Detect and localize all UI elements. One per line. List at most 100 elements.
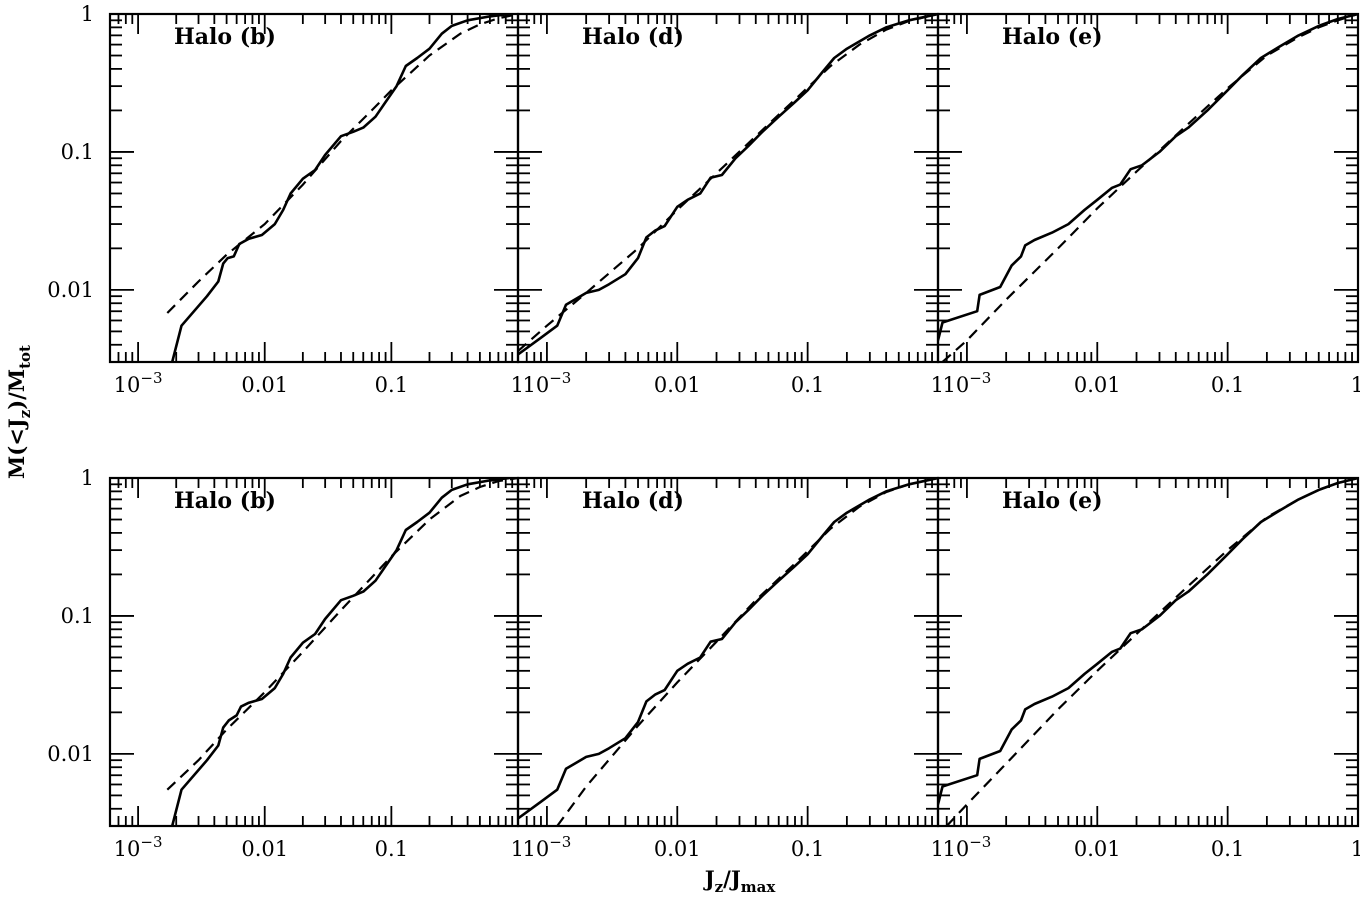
x-tick-labels: 10−3 0.01 0.1 1 <box>114 833 524 861</box>
x-tick-label-exp: −3 <box>549 833 571 851</box>
curves <box>938 14 1358 362</box>
x-tick-label: 0.01 <box>654 837 701 861</box>
fit-dashed-line <box>518 14 938 352</box>
panel-0-1: Halo (d) 10−3 0.01 0.1 1 <box>516 12 944 397</box>
x-tick-label: 10−3 <box>942 833 991 861</box>
x-tick-label: 0.1 <box>375 837 408 861</box>
panel-frame <box>936 12 1360 364</box>
ticks <box>109 477 519 827</box>
simulation-solid-line <box>938 478 1358 805</box>
curves <box>518 14 938 356</box>
x-tick-label: 0.01 <box>241 373 288 397</box>
panel-label: Halo (b) <box>174 488 276 514</box>
y-axis-title: M(<Jz)/Mtot <box>4 345 34 479</box>
x-tick-label: 10−3 <box>114 833 163 861</box>
curves <box>166 14 518 362</box>
x-tick-labels: 10−3 0.01 0.1 1 <box>942 369 1360 397</box>
ticks <box>109 13 519 363</box>
x-axis-title-sub2: max <box>741 878 777 896</box>
y-axis-title-sub2: tot <box>16 345 34 369</box>
y-tick-label: 0.1 <box>61 140 94 164</box>
panel-label: Halo (b) <box>174 24 276 50</box>
x-tick-label: 0.01 <box>1074 373 1121 397</box>
y-tick-labels: 0.01 0.1 1 <box>47 466 94 766</box>
panel-label: Halo (e) <box>1002 488 1103 514</box>
x-tick-label: 0.1 <box>1211 373 1244 397</box>
y-tick-label: 0.01 <box>47 742 94 766</box>
panel-1-2: Halo (e) 10−3 0.01 0.1 1 <box>936 476 1360 861</box>
x-tick-label: 1 <box>931 373 944 397</box>
panel-frame <box>516 476 940 828</box>
x-tick-label: 0.1 <box>791 837 824 861</box>
y-tick-label: 1 <box>81 466 94 490</box>
ticks <box>937 477 1359 827</box>
panel-frame <box>936 476 1360 828</box>
y-tick-label: 1 <box>81 2 94 26</box>
x-tick-label-exp: −3 <box>969 833 991 851</box>
y-axis-title-sub1: z <box>16 409 34 418</box>
simulation-solid-line <box>170 478 510 826</box>
simulation-solid-line <box>170 14 510 362</box>
svg-text:Jz/Jmax: Jz/Jmax <box>703 866 777 896</box>
ticks <box>517 13 939 363</box>
x-tick-label: 10−3 <box>114 369 163 397</box>
x-tick-label: 1 <box>511 837 524 861</box>
simulation-solid-line <box>518 478 938 820</box>
x-tick-label: 10−3 <box>522 833 571 861</box>
ticks <box>937 13 1359 363</box>
x-axis-title: Jz/Jmax <box>703 866 777 896</box>
curves <box>518 478 938 826</box>
fit-dashed-line <box>941 14 1358 362</box>
x-tick-label-base: 10 <box>522 837 549 861</box>
x-tick-label: 0.1 <box>791 373 824 397</box>
x-tick-label: 0.01 <box>654 373 701 397</box>
x-axis-title-mid: /J <box>723 866 741 891</box>
x-tick-label-base: 10 <box>114 373 141 397</box>
panel-label: Halo (e) <box>1002 24 1103 50</box>
panel-1-0: Halo (b) 10−3 0.01 0.1 1 0.01 0.1 1 <box>47 466 524 861</box>
panel-frame <box>516 12 940 364</box>
x-axis-title-main: J <box>703 866 715 891</box>
x-tick-label-base: 10 <box>942 837 969 861</box>
x-tick-label-base: 10 <box>114 837 141 861</box>
curves <box>166 478 518 826</box>
x-tick-label-base: 10 <box>942 373 969 397</box>
x-tick-labels: 10−3 0.01 0.1 1 <box>114 369 524 397</box>
x-tick-label-exp: −3 <box>140 833 162 851</box>
x-tick-labels: 10−3 0.01 0.1 1 <box>522 833 944 861</box>
panel-1-1: Halo (d) 10−3 0.01 0.1 1 <box>516 476 944 861</box>
simulation-solid-line <box>518 14 938 356</box>
svg-text:M(<Jz)/Mtot: M(<Jz)/Mtot <box>4 345 34 479</box>
y-tick-label: 0.1 <box>61 604 94 628</box>
x-tick-label: 1 <box>931 837 944 861</box>
x-tick-label-exp: −3 <box>549 369 571 387</box>
x-tick-labels: 10−3 0.01 0.1 1 <box>522 369 944 397</box>
fit-dashed-line <box>166 14 518 314</box>
ticks <box>517 477 939 827</box>
y-axis-title-part-a: M(<J <box>4 418 29 479</box>
x-tick-label: 0.1 <box>375 373 408 397</box>
x-tick-label: 10−3 <box>942 369 991 397</box>
simulation-solid-line <box>938 14 1358 341</box>
x-tick-label-exp: −3 <box>969 369 991 387</box>
panel-0-0: Halo (b) 10−3 0.01 0.1 1 0.01 0.1 1 <box>47 2 524 397</box>
y-tick-labels: 0.01 0.1 1 <box>47 2 94 302</box>
panel-label: Halo (d) <box>582 24 684 50</box>
fit-dashed-line <box>556 478 938 826</box>
panel-0-2: Halo (e) 10−3 0.01 0.1 1 <box>936 12 1360 397</box>
fit-dashed-line <box>945 478 1358 826</box>
x-tick-label: 1 <box>1351 837 1360 861</box>
y-tick-label: 0.01 <box>47 278 94 302</box>
x-tick-label: 0.1 <box>1211 837 1244 861</box>
panel-label: Halo (d) <box>582 488 684 514</box>
x-tick-label: 1 <box>1351 373 1360 397</box>
x-tick-label: 1 <box>511 373 524 397</box>
fit-dashed-line <box>166 478 518 791</box>
x-tick-label: 10−3 <box>522 369 571 397</box>
y-axis-title-part-b: )/M <box>4 369 29 410</box>
x-tick-label-base: 10 <box>522 373 549 397</box>
x-axis-title-sub1: z <box>715 878 724 896</box>
x-tick-label: 0.01 <box>1074 837 1121 861</box>
